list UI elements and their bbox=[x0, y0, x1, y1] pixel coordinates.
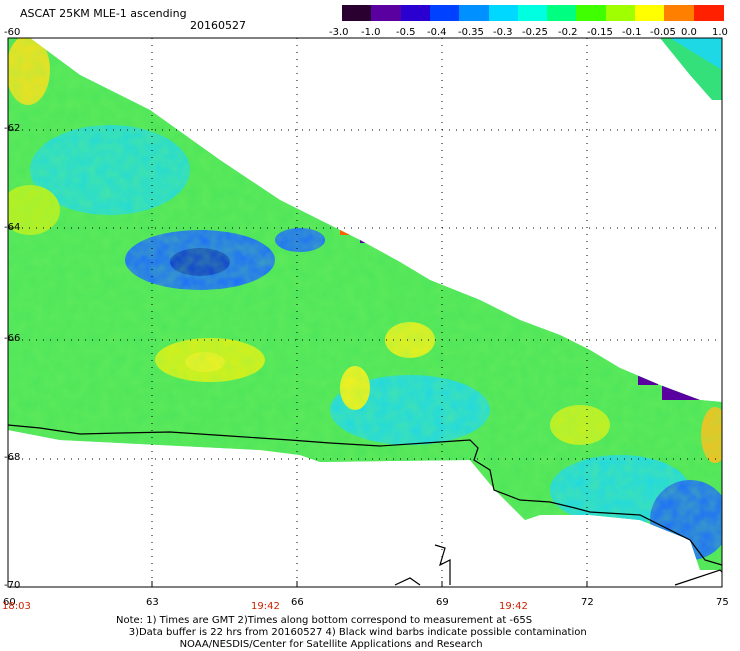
scale-label: -0.1 bbox=[622, 27, 642, 38]
lon-label: 63 bbox=[146, 597, 159, 608]
scale-label: -0.2 bbox=[558, 27, 578, 38]
lat-label: -68 bbox=[4, 452, 21, 463]
map-date: 20160527 bbox=[190, 19, 246, 32]
color-scale-segment bbox=[459, 5, 490, 21]
note-line-3: NOAA/NESDIS/Center for Satellite Applica… bbox=[179, 639, 483, 650]
lon-label: 69 bbox=[436, 597, 449, 608]
color-scale-segment bbox=[693, 5, 724, 21]
color-scale-bar bbox=[342, 5, 724, 21]
time-label: 19:42 bbox=[251, 601, 280, 612]
scale-label: -0.5 bbox=[396, 27, 416, 38]
scale-label: -0.3 bbox=[493, 27, 513, 38]
map-frame bbox=[7, 37, 723, 588]
scale-label: -0.05 bbox=[650, 27, 676, 38]
note-line-1: Note: 1) Times are GMT 2)Times along bot… bbox=[116, 615, 533, 626]
scale-label: -0.25 bbox=[522, 27, 548, 38]
color-scale-segment bbox=[547, 5, 578, 21]
color-scale-segment bbox=[429, 5, 460, 21]
color-scale-segment bbox=[400, 5, 431, 21]
scale-label: -3.0 bbox=[329, 27, 349, 38]
scale-label: -0.35 bbox=[458, 27, 484, 38]
lat-label: -60 bbox=[4, 27, 21, 38]
lon-label: 66 bbox=[291, 597, 304, 608]
color-scale-segment bbox=[517, 5, 548, 21]
color-scale-segment bbox=[635, 5, 666, 21]
map-title: ASCAT 25KM MLE-1 ascending bbox=[20, 7, 187, 20]
scale-label: -1.0 bbox=[361, 27, 381, 38]
color-scale-segment bbox=[605, 5, 636, 21]
scale-label: 1.0 bbox=[712, 27, 728, 38]
scale-label: -0.15 bbox=[587, 27, 613, 38]
wind-swath bbox=[8, 38, 722, 570]
color-scale-segment bbox=[664, 5, 695, 21]
lon-label: 60 bbox=[3, 597, 16, 608]
lon-label: 72 bbox=[581, 597, 594, 608]
note-line-2: 3)Data buffer is 22 hrs from 20160527 4)… bbox=[128, 627, 587, 638]
coastline bbox=[7, 424, 723, 586]
lat-label: -62 bbox=[4, 123, 21, 134]
lat-label: -66 bbox=[4, 333, 21, 344]
time-label: 18:03 bbox=[2, 601, 31, 612]
time-label: 19:42 bbox=[499, 601, 528, 612]
color-scale-segment bbox=[488, 5, 519, 21]
lat-label: -70 bbox=[4, 580, 21, 591]
color-scale-segment bbox=[342, 5, 373, 21]
scale-label: 0.0 bbox=[681, 27, 697, 38]
top-right-swath bbox=[660, 38, 722, 100]
color-scale-segment bbox=[371, 5, 402, 21]
lat-label: -64 bbox=[4, 222, 21, 233]
footnote: Note: 1) Times are GMT 2)Times along bot… bbox=[116, 615, 587, 651]
color-scale-segment bbox=[576, 5, 607, 21]
lon-label: 75 bbox=[716, 597, 729, 608]
scale-label: -0.4 bbox=[427, 27, 447, 38]
grid-lines bbox=[8, 38, 722, 587]
